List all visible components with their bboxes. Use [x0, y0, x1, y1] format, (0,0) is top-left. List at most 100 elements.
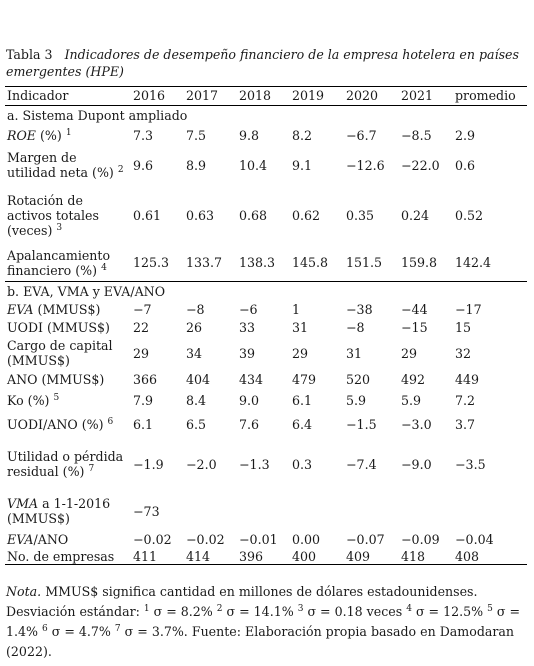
cell-2019: 0.62 — [292, 207, 321, 223]
cell-2020: 5.9 — [346, 393, 367, 408]
cell-promedio: 0.52 — [455, 207, 484, 223]
section-title: a. Sistema Dupont ampliado — [7, 108, 188, 123]
footnote-marker: 7 — [88, 464, 95, 474]
cell-2017: 133.7 — [186, 255, 223, 271]
cell-2016: 29 — [133, 345, 150, 361]
table-row: UODI (MMUS$) 22 26 33 31 −8 −15 15 — [5, 319, 527, 336]
row-label: Ko (%) 5 — [7, 393, 60, 408]
cell-2020: −7.4 — [346, 456, 377, 472]
row-label: Cargo de capital (MMUS$) — [7, 338, 113, 368]
cell-promedio: 2.9 — [455, 127, 476, 143]
column-header-2021: 2021 — [399, 86, 453, 106]
cell-2017: 26 — [186, 319, 203, 335]
note-line1: MMUS$ significa cantidad en millones de … — [41, 584, 478, 599]
cell-2021: −3.0 — [401, 417, 432, 432]
cell-2020: 151.5 — [346, 255, 383, 271]
note-source: Fuente: Elaboración propia basado en Dam… — [6, 624, 515, 659]
cell-2016: −1.9 — [133, 456, 164, 472]
cell-2021: 0.24 — [401, 207, 430, 223]
cell-2017: 414 — [184, 548, 237, 565]
cell-2019: 400 — [290, 548, 344, 565]
cell-promedio: 142.4 — [455, 255, 492, 271]
cell-2017: 404 — [186, 372, 211, 387]
cell-2018: 0.68 — [239, 207, 268, 223]
cell-2018: −6 — [239, 302, 258, 317]
row-label: Margen de utilidad neta (%) 2 — [7, 150, 124, 180]
table-row: VMA a 1-1-2016 (MMUS$) −73 — [5, 492, 527, 531]
cell-2018: 9.8 — [239, 127, 260, 143]
cell-2021: −9.0 — [401, 456, 432, 472]
cell-2017: 6.5 — [186, 417, 207, 432]
cell-promedio: 32 — [455, 345, 472, 361]
cell-2017 — [184, 492, 237, 531]
cell-2021: 29 — [401, 345, 418, 361]
table-body: a. Sistema Dupont ampliado ROE (%) 1 7.3 7.… — [5, 106, 527, 565]
sigma-value: σ = 12.5% — [411, 604, 484, 619]
cell-2019: 9.1 — [292, 157, 313, 173]
footnote-marker: 6 — [107, 417, 114, 427]
table-row: Rotación de activos totales (veces) 3 0.6… — [5, 185, 527, 245]
cell-2017: −2.0 — [186, 456, 217, 472]
cell-2016: 0.61 — [133, 207, 162, 223]
table-title: Indicadores de desempeño financiero de l… — [6, 47, 519, 79]
cell-promedio: 3.7 — [455, 417, 476, 432]
table-row: EVA/ANO −0.02 −0.02 −0.01 0.00 −0.07 −0.09 −0.0… — [5, 531, 527, 549]
cell-2018: 9.0 — [239, 393, 260, 408]
cell-2018: −0.01 — [239, 532, 278, 547]
cell-2019: 479 — [292, 372, 317, 387]
row-label: UODI/ANO (%) 6 — [7, 417, 114, 432]
table-row: EVA (MMUS$) −7 −8 −6 1 −38 −44 −17 — [5, 301, 527, 319]
footnote-marker: 3 — [56, 222, 63, 233]
cell-2019: 0.3 — [292, 456, 313, 472]
sigma-list: 1 σ = 8.2% 2 σ = 14.1% 3 σ = 0.18 veces … — [6, 604, 520, 639]
footnote-marker: 2 — [117, 165, 124, 175]
cell-2017: 8.9 — [186, 157, 207, 173]
cell-2016: 411 — [131, 548, 184, 565]
table-note: Nota. MMUS$ significa cantidad en millon… — [6, 582, 526, 662]
sigma-marker: 2 — [216, 604, 223, 614]
row-label: ROE (%) 1 — [7, 127, 72, 143]
cell-promedio — [453, 492, 527, 531]
cell-2017: −0.02 — [186, 532, 225, 547]
table-row: Apalancamiento financiero (%) 4 125.3 133.… — [5, 245, 527, 281]
cell-promedio: −17 — [455, 302, 482, 317]
cell-2019: 1 — [292, 302, 301, 317]
cell-2021: −22.0 — [401, 157, 440, 173]
cell-2016: 366 — [133, 372, 158, 387]
footnote-marker: 4 — [101, 262, 107, 273]
row-label: Apalancamiento financiero (%) 4 — [7, 247, 111, 278]
row-label-italic: EVA — [7, 302, 34, 317]
column-header-2020: 2020 — [344, 86, 399, 106]
section-row: b. EVA, VMA y EVA/ANO — [5, 280, 527, 301]
cell-2020: −6.7 — [346, 127, 377, 143]
cell-promedio: 7.2 — [455, 393, 476, 408]
sigma-value: σ = 4.7% — [47, 624, 111, 639]
cell-promedio: 15 — [455, 319, 472, 335]
row-label-italic: EVA — [7, 532, 34, 547]
table-row: No. de empresas 411 414 396 400 409 418 408 — [5, 548, 527, 565]
cell-2018: 10.4 — [239, 157, 268, 173]
sigma-marker: 5 — [487, 604, 493, 614]
table-caption: Tabla 3 Indicadores de desempeño financi… — [6, 46, 526, 80]
row-label: Rotación de activos totales (veces) 3 — [7, 192, 99, 238]
cell-2016: 125.3 — [133, 255, 170, 271]
cell-2020: −8 — [346, 319, 365, 335]
cell-promedio: 408 — [453, 548, 527, 565]
sigma-marker: 6 — [42, 624, 48, 634]
sigma-value: σ = 3.7%. — [120, 624, 188, 639]
table-row: Margen de utilidad neta (%) 2 9.6 8.9 10.4 9… — [5, 145, 527, 185]
cell-promedio: 0.6 — [455, 157, 476, 173]
cell-2018: 396 — [237, 548, 290, 565]
column-header-2017: 2017 — [184, 86, 237, 106]
cell-2019: 145.8 — [292, 255, 329, 271]
table-row: Ko (%) 5 7.9 8.4 9.0 6.1 5.9 5.9 7.2 — [5, 389, 527, 413]
cell-2021: 492 — [401, 372, 426, 387]
sigma-marker: 4 — [406, 604, 412, 614]
table-label: Tabla 3 — [6, 47, 53, 62]
cell-2020: 0.35 — [346, 207, 375, 223]
cell-promedio: −0.04 — [455, 532, 494, 547]
column-header-2019: 2019 — [290, 86, 344, 106]
cell-2017: −8 — [186, 302, 205, 317]
cell-2021: −15 — [401, 319, 428, 335]
cell-2021: −44 — [401, 302, 428, 317]
